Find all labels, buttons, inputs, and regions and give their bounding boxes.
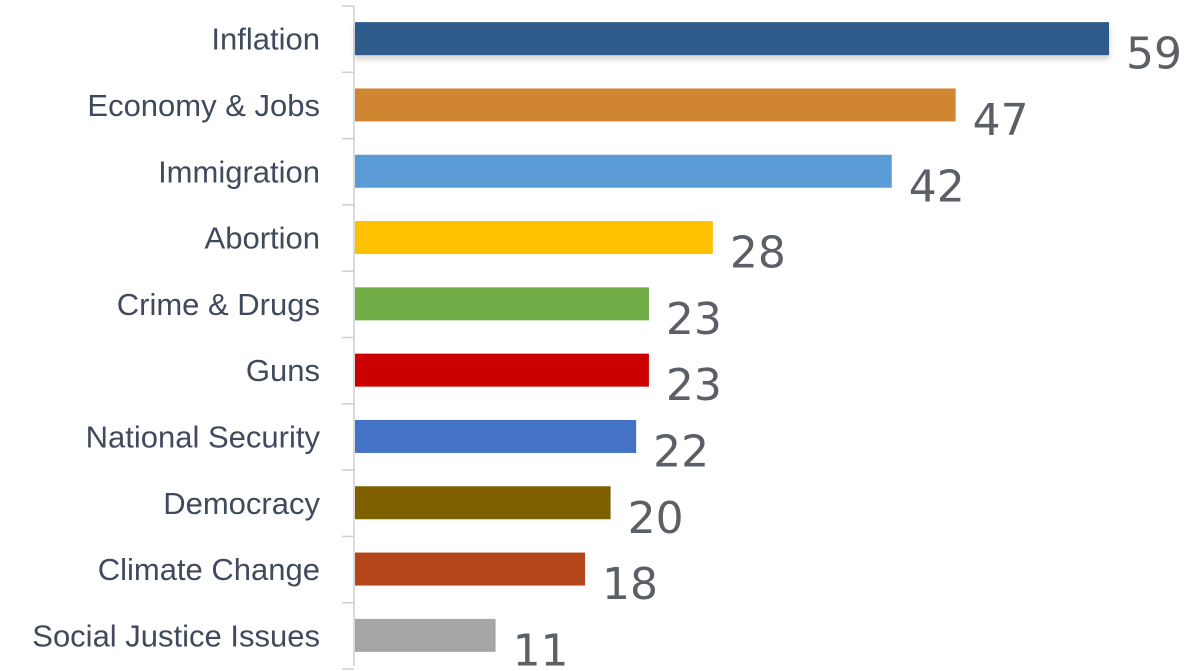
bar-economy-and-jobs [355,88,956,122]
bar-abortion [355,221,713,255]
bar-democracy [355,486,611,520]
category-label-economy-and-jobs: Economy & Jobs [87,88,320,123]
category-axis-ticks [342,5,354,670]
category-label-guns: Guns [246,353,320,388]
category-labels: Inflation Economy & Jobs Immigration Aborti… [32,22,320,654]
data-label-inflation: 59 [1126,29,1182,80]
category-label-abortion: Abortion [205,221,320,256]
data-label-crime-and-drugs: 23 [666,294,722,345]
bar-climate-change [355,552,586,586]
category-label-social-justice-issues: Social Justice Issues [32,618,320,653]
data-label-immigration: 42 [909,161,965,212]
category-label-national-security: National Security [86,419,321,454]
category-label-immigration: Immigration [158,154,320,189]
bar-immigration [355,154,892,188]
data-label-climate-change: 18 [602,559,658,610]
bar-guns [355,353,649,387]
bar-crime-and-drugs [355,287,649,321]
bar-national-security [355,419,637,453]
category-label-inflation: Inflation [211,22,320,57]
category-label-climate-change: Climate Change [98,552,320,587]
data-label-social-justice-issues: 11 [513,625,569,671]
data-label-democracy: 20 [628,493,684,544]
bars [355,22,1109,652]
data-label-abortion: 28 [730,228,786,279]
bar-social-justice-issues [355,618,496,652]
data-label-national-security: 22 [653,426,709,477]
bar-inflation [355,22,1109,56]
category-label-democracy: Democracy [163,486,320,521]
data-label-economy-and-jobs: 47 [973,95,1029,146]
category-label-crime-and-drugs: Crime & Drugs [117,287,320,322]
data-label-guns: 23 [666,360,722,411]
